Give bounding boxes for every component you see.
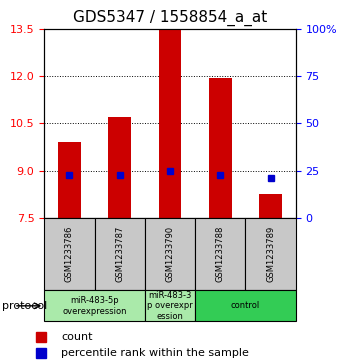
Bar: [95, 218, 145, 290]
Text: count: count: [61, 332, 93, 342]
Text: GSM1233786: GSM1233786: [65, 226, 74, 282]
Bar: [259, 194, 282, 218]
Bar: [58, 142, 81, 218]
Bar: [245, 218, 296, 290]
Text: miR-483-5p
overexpression: miR-483-5p overexpression: [62, 296, 127, 315]
Text: percentile rank within the sample: percentile rank within the sample: [61, 348, 249, 358]
Bar: [209, 78, 232, 218]
Text: GSM1233789: GSM1233789: [266, 226, 275, 282]
Text: miR-483-3
p overexpr
ession: miR-483-3 p overexpr ession: [147, 291, 193, 321]
Text: GSM1233787: GSM1233787: [115, 226, 124, 282]
Bar: [195, 290, 296, 321]
Bar: [108, 117, 131, 218]
Text: GSM1233788: GSM1233788: [216, 226, 225, 282]
Text: control: control: [231, 301, 260, 310]
Bar: [159, 30, 181, 218]
Bar: [44, 290, 145, 321]
Text: protocol: protocol: [2, 301, 47, 311]
Title: GDS5347 / 1558854_a_at: GDS5347 / 1558854_a_at: [73, 10, 267, 26]
Bar: [195, 218, 245, 290]
Bar: [44, 218, 95, 290]
Bar: [145, 290, 195, 321]
Bar: [145, 218, 195, 290]
Text: GSM1233790: GSM1233790: [166, 226, 174, 282]
